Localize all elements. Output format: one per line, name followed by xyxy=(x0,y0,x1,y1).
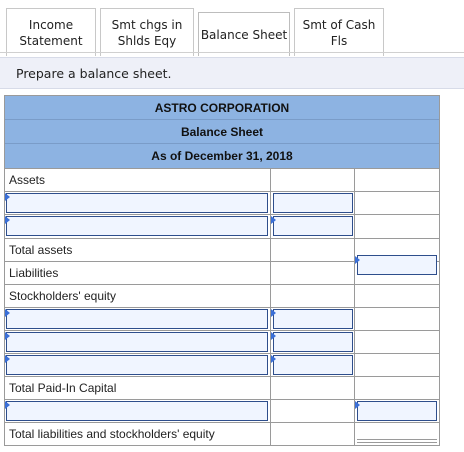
table-row xyxy=(5,191,439,214)
asset-2-amount-input[interactable] xyxy=(273,216,353,236)
instruction-bar: Prepare a balance sheet. xyxy=(0,57,464,89)
tab-balance-sheet[interactable]: Balance Sheet xyxy=(198,12,290,56)
equity-3-amount-input[interactable] xyxy=(273,355,353,375)
dropdown-marker-icon xyxy=(5,193,10,201)
dropdown-marker-icon xyxy=(271,332,276,340)
dropdown-marker-icon xyxy=(271,309,276,317)
table-row xyxy=(5,214,439,238)
liabilities-amount-input[interactable] xyxy=(357,255,437,275)
equity-4-account-select[interactable] xyxy=(6,401,268,421)
equity-2-account-select[interactable] xyxy=(6,332,268,352)
table-row: Total liabilities and stockholders' equi… xyxy=(5,422,439,445)
statement-date: As of December 31, 2018 xyxy=(151,149,293,163)
liabilities-label: Liabilities xyxy=(5,262,271,284)
dropdown-marker-icon xyxy=(5,401,10,409)
table-row: Liabilities xyxy=(5,255,439,284)
equity-label: Stockholders' equity xyxy=(5,285,271,307)
dropdown-marker-icon xyxy=(355,256,360,264)
dropdown-marker-icon xyxy=(355,401,360,409)
total-underline xyxy=(357,442,437,443)
dropdown-marker-icon xyxy=(271,355,276,363)
company-name: ASTRO CORPORATION xyxy=(154,100,290,115)
dropdown-marker-icon xyxy=(5,355,10,363)
table-row: Stockholders' equity xyxy=(5,284,439,307)
statement-date-header: As of December 31, 2018 xyxy=(5,144,439,168)
asset-2-account-select[interactable] xyxy=(6,216,268,236)
dropdown-marker-icon xyxy=(5,216,10,224)
tab-income-statement[interactable]: Income Statement xyxy=(6,8,96,56)
dropdown-marker-icon xyxy=(5,332,10,340)
dropdown-marker-icon xyxy=(271,216,276,224)
assets-label: Assets xyxy=(5,169,271,191)
table-row xyxy=(5,399,439,422)
balance-sheet-table: ASTRO CORPORATION Balance Sheet As of De… xyxy=(4,95,440,446)
tab-cash-flows[interactable]: Smt of Cash Fls xyxy=(294,8,384,56)
table-row: Assets xyxy=(5,168,439,191)
total-assets-label: Total assets xyxy=(5,239,271,261)
table-row xyxy=(5,353,439,376)
asset-1-account-select[interactable] xyxy=(6,193,268,213)
equity-total-amount-input[interactable] xyxy=(357,401,437,421)
statement-tabs: Income Statement Smt chgs in Shlds Eqy B… xyxy=(2,4,462,56)
table-row xyxy=(5,307,439,330)
instruction-text: Prepare a balance sheet. xyxy=(16,65,172,81)
company-name-header: ASTRO CORPORATION xyxy=(5,96,439,120)
statement-title: Balance Sheet xyxy=(180,124,264,139)
total-underline xyxy=(357,439,437,440)
equity-1-amount-input[interactable] xyxy=(273,309,353,329)
table-row xyxy=(5,330,439,353)
tab-stockholders-equity[interactable]: Smt chgs in Shlds Eqy xyxy=(100,8,194,56)
total-le-label: Total liabilities and stockholders' equi… xyxy=(5,423,271,445)
equity-3-account-select[interactable] xyxy=(6,355,268,375)
equity-1-account-select[interactable] xyxy=(6,309,268,329)
statement-title-header: Balance Sheet xyxy=(5,120,439,144)
tab-bar-divider xyxy=(0,52,464,53)
table-row: Total Paid-In Capital xyxy=(5,376,439,399)
asset-1-amount-input[interactable] xyxy=(273,193,353,213)
total-paid-in-label: Total Paid-In Capital xyxy=(5,377,271,399)
dropdown-marker-icon xyxy=(5,309,10,317)
equity-2-amount-input[interactable] xyxy=(273,332,353,352)
